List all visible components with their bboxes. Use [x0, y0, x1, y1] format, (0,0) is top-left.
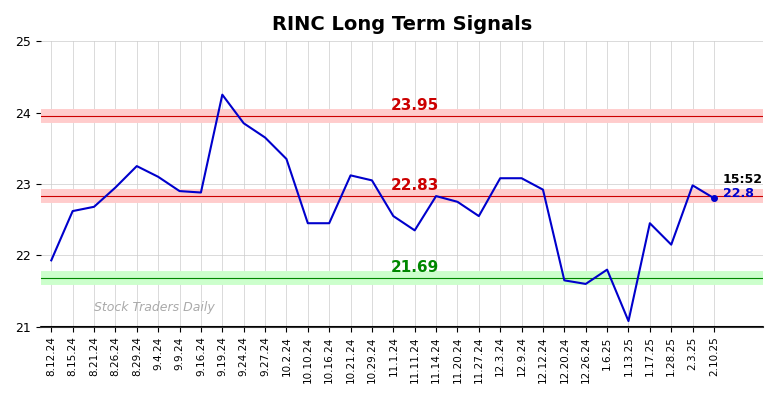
Title: RINC Long Term Signals: RINC Long Term Signals	[272, 15, 532, 34]
Text: 22.8: 22.8	[723, 187, 753, 200]
Text: 21.69: 21.69	[390, 260, 439, 275]
Text: 15:52: 15:52	[723, 172, 763, 185]
Text: 22.83: 22.83	[390, 178, 439, 193]
Text: Stock Traders Daily: Stock Traders Daily	[94, 301, 215, 314]
Text: 23.95: 23.95	[390, 98, 439, 113]
